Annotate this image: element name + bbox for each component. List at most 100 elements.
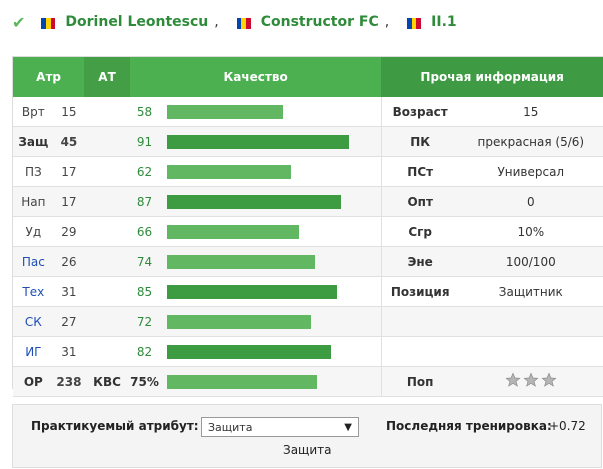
summary-value: 238 [53,366,85,397]
check-icon: ✔ [12,12,26,32]
info-label: ПСт [380,156,459,187]
attr-at [84,276,130,307]
popularity-stars [458,366,603,397]
attr-name-link[interactable]: СК [13,306,54,337]
player-name[interactable]: Dorinel Leontescu [65,14,209,30]
table-row: Тех 31 85 Позиция Защитник [13,276,603,307]
quality-bar-fill [167,344,332,359]
team-name[interactable]: Constructor FC [260,14,379,30]
header-other-info: Прочая информация [381,57,603,97]
quality-bar [159,246,382,277]
attr-quality: 82 [129,336,160,367]
chevron-down-icon[interactable]: ▼ [344,422,352,433]
table-row: СК 27 72 [13,306,603,337]
info-label: Возраст [380,97,459,127]
attr-at [84,186,130,217]
quality-bar-fill [167,284,338,299]
summary-row: ОР 238 КВС 75% Поп [13,366,603,397]
info-label: ПК [380,126,459,157]
flag-icon [236,17,251,29]
attr-name: ПЗ [13,156,54,187]
header-atr: Атр [13,57,85,97]
attr-at [84,97,130,127]
attr-at [84,156,130,187]
attr-value: 15 [53,97,85,127]
attr-value: 31 [53,276,85,307]
attr-quality: 74 [129,246,160,277]
quality-bar-fill [167,314,312,329]
attr-name-link[interactable]: Пас [13,246,54,277]
practice-attribute-select[interactable]: Защита ▼ [201,417,359,437]
info-value: 0 [458,186,603,217]
practice-attribute-selected: Защита [208,421,253,434]
attr-quality: 91 [129,126,160,157]
league-name[interactable]: II.1 [431,14,457,30]
attr-name: Нап [13,186,54,217]
info-value [458,336,603,367]
attr-name: Врт [13,97,54,127]
quality-bar [159,276,382,307]
quality-bar-fill [167,374,318,389]
quality-bar-fill [167,224,300,239]
quality-bar [159,216,382,247]
info-value: 100/100 [458,246,603,277]
attributes-table: Атр АТ Качество Прочая информация Врт 15… [12,56,603,397]
star-icon [523,372,539,387]
info-label: Поп [380,366,459,397]
attr-quality: 85 [129,276,160,307]
last-training-label: Последняя тренировка: [386,419,552,433]
info-value [458,306,603,337]
attr-at [84,306,130,337]
last-training-value: +0.72 [549,419,586,433]
quality-bar [159,156,382,187]
attr-value: 17 [53,156,85,187]
attr-value: 29 [53,216,85,247]
summary-label: ОР [13,366,54,397]
attr-name: Уд [13,216,54,247]
quality-bar-fill [167,194,342,209]
attr-name-link[interactable]: ИГ [13,336,54,367]
quality-bar [159,306,382,337]
table-row: ИГ 31 82 [13,336,603,367]
info-value: 15 [458,97,603,127]
attr-quality: 72 [129,306,160,337]
table-row: ПЗ 17 62 ПСт Универсал [13,156,603,187]
quality-bar [159,97,382,127]
quality-bar [159,186,382,217]
attr-at [84,216,130,247]
table-row: Пас 26 74 Эне 100/100 [13,246,603,277]
info-value: 10% [458,216,603,247]
summary-quality: 75% [129,366,160,397]
attr-name: Защ [13,126,54,157]
header-at: АТ [84,57,130,97]
attr-at [84,336,130,367]
attr-quality: 62 [129,156,160,187]
header-quality: Качество [129,57,382,97]
attr-value: 45 [53,126,85,157]
star-icon [505,372,521,387]
attr-value: 17 [53,186,85,217]
info-value: Защитник [458,276,603,307]
quality-bar-fill [167,134,350,149]
practice-attribute-label: Практикуемый атрибут: [31,419,199,433]
info-label: Позиция [380,276,459,307]
attr-value: 31 [53,336,85,367]
summary-kvs-label: КВС [84,366,130,397]
quality-bar [159,366,382,397]
info-label [380,336,459,367]
table-row: Нап 17 87 Опт 0 [13,186,603,217]
table-row: Уд 29 66 Сгр 10% [13,216,603,247]
attr-value: 27 [53,306,85,337]
attr-name-link[interactable]: Тех [13,276,54,307]
quality-bar [159,336,382,367]
quality-bar [159,126,382,157]
attr-at [84,246,130,277]
player-header: ✔ Dorinel Leontescu, Constructor FC, II.… [12,12,457,32]
attr-value: 26 [53,246,85,277]
quality-bar-fill [167,254,316,269]
star-icon [541,372,557,387]
quality-bar-fill [167,164,292,179]
flag-icon [41,17,56,29]
training-panel: Практикуемый атрибут: Защита ▼ Защита По… [12,404,602,468]
table-row: Врт 15 58 Возраст 15 [13,97,603,127]
